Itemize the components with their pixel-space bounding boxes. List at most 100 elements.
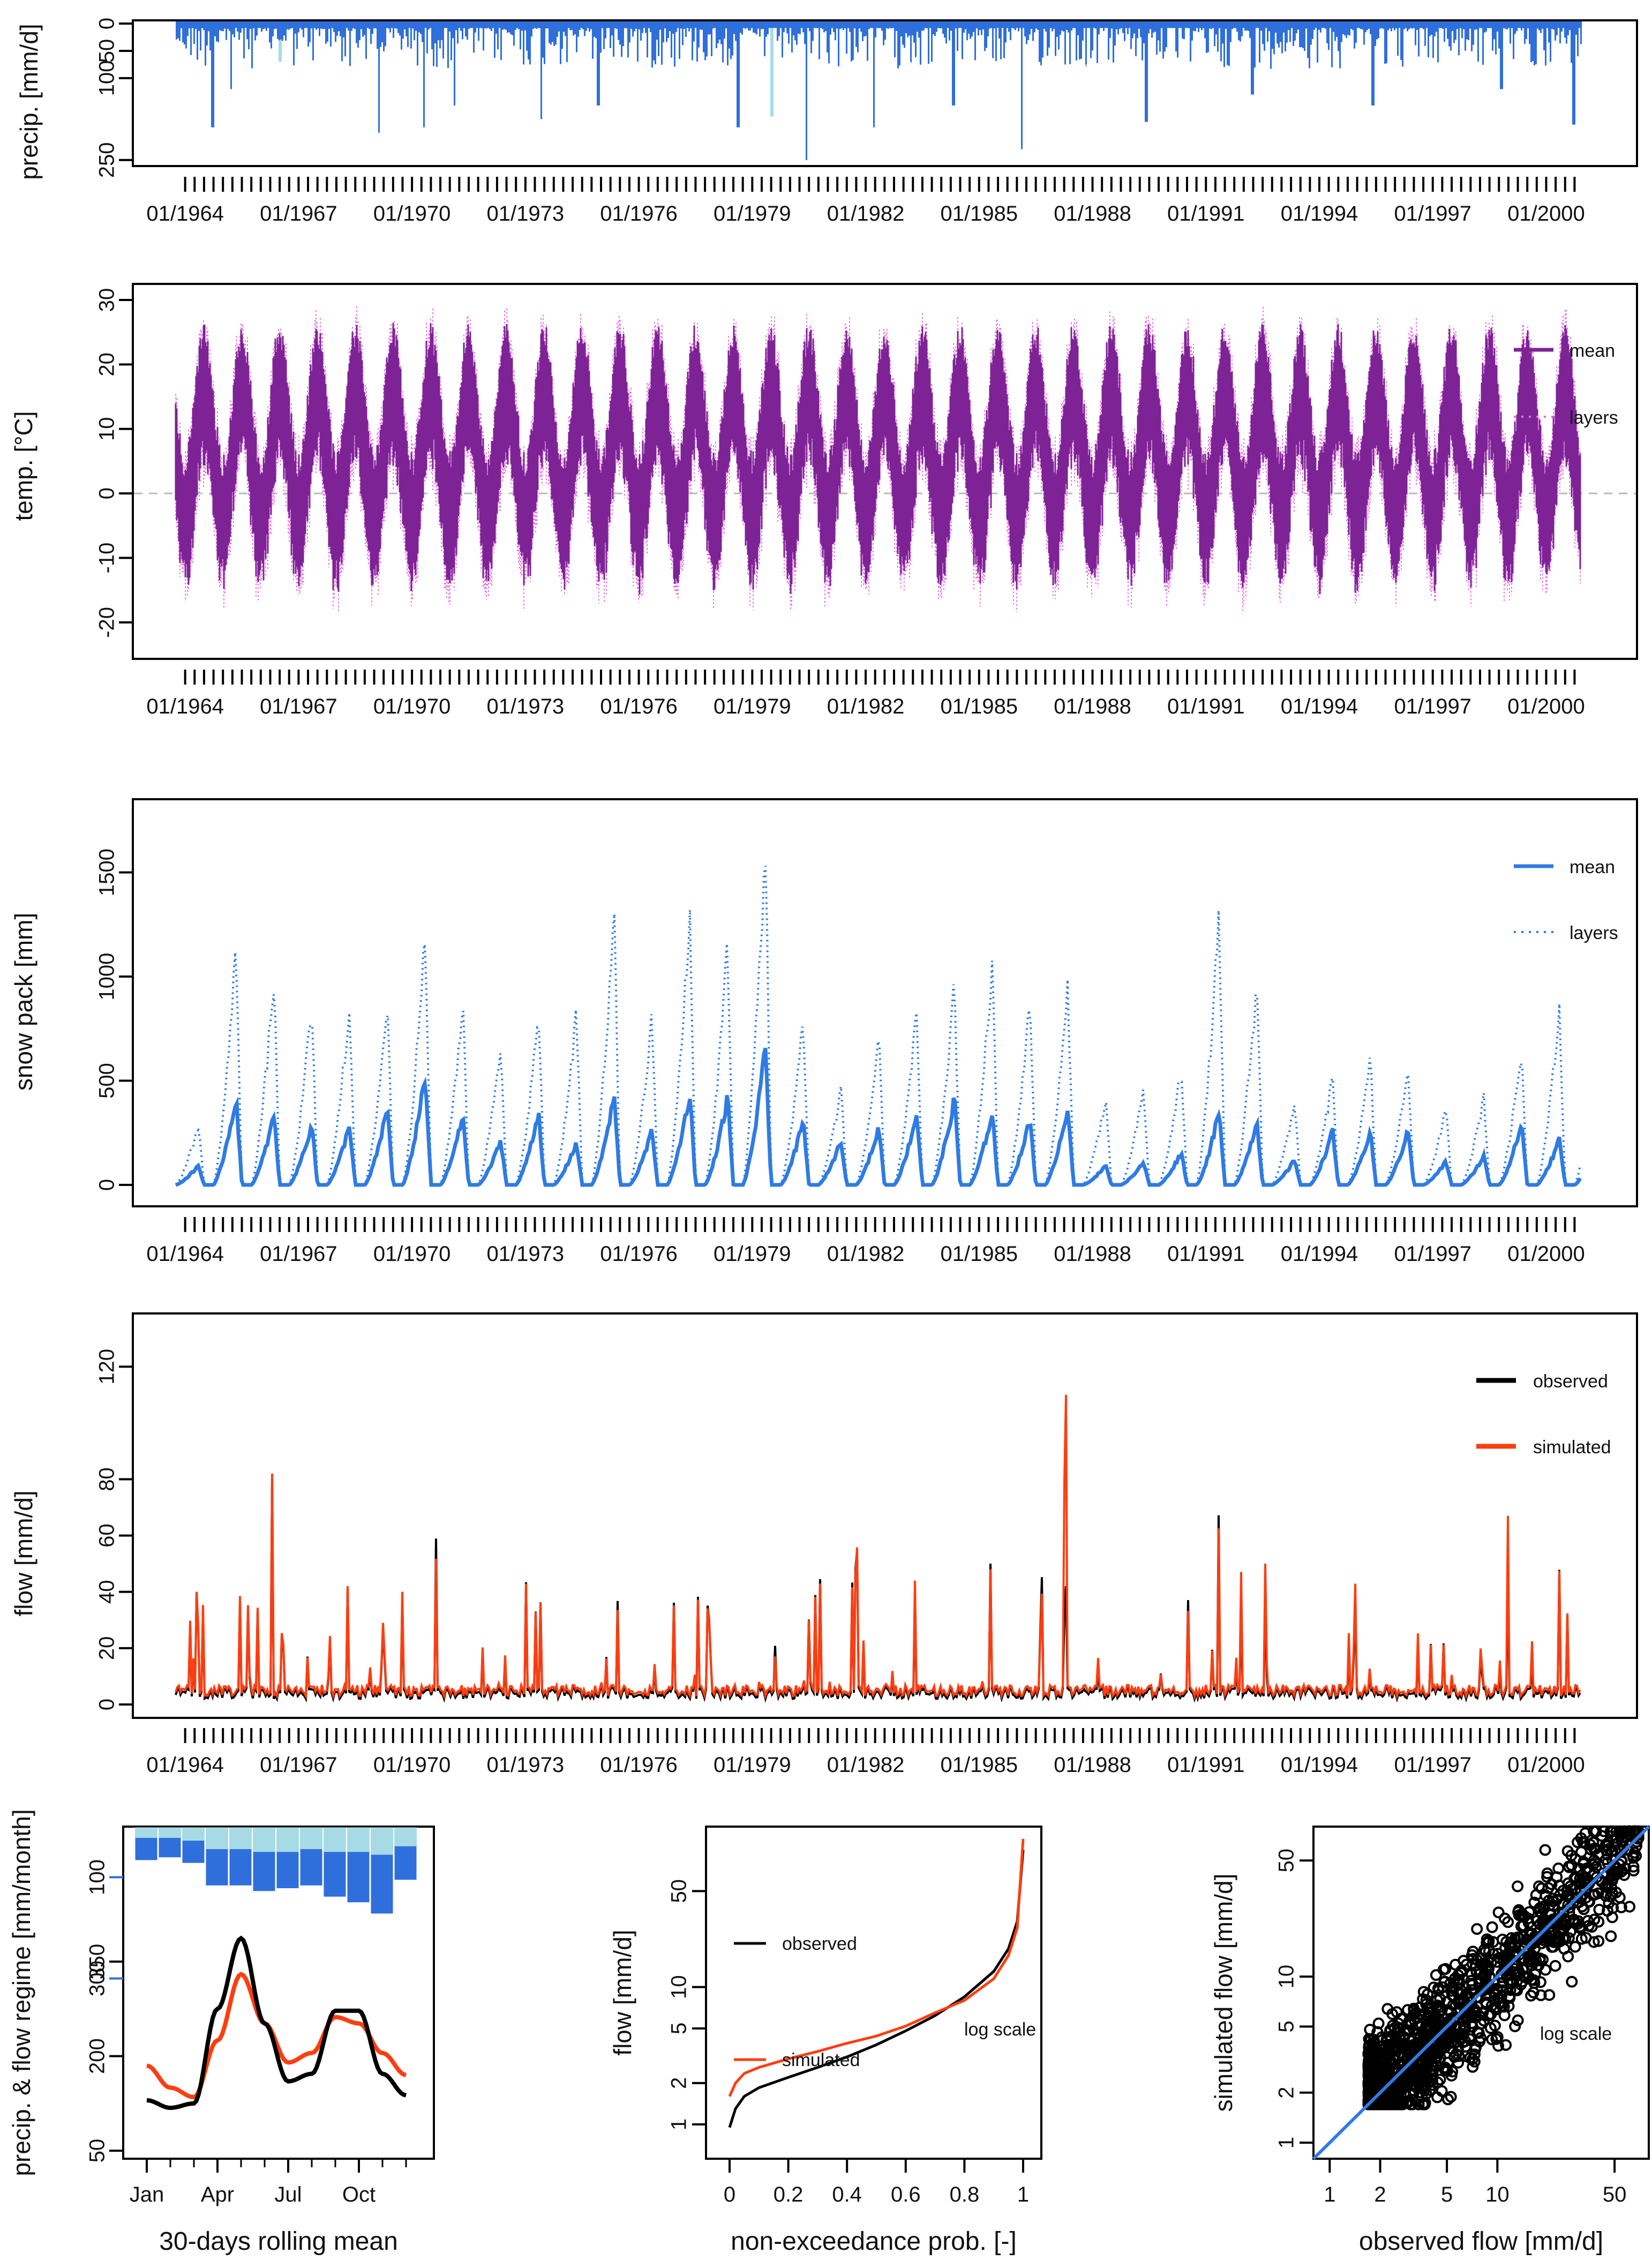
- precip-bar-rain: [489, 21, 491, 29]
- precip-bar-rain: [1330, 21, 1331, 28]
- precip-bar-rain: [340, 21, 341, 36]
- precip-bar-rain: [181, 21, 182, 28]
- precip-bar-rain: [1188, 21, 1190, 28]
- precip-bar-rain: [1021, 21, 1023, 149]
- precip-bar-rain: [262, 21, 264, 29]
- precip-bar-rain: [1484, 21, 1485, 33]
- precip-bar-rain: [484, 21, 486, 28]
- precip-bar-rain: [434, 21, 436, 43]
- precip-bar-rain: [605, 21, 606, 39]
- precip-bar-rain: [1133, 21, 1135, 34]
- precip-bar-rain: [749, 21, 751, 31]
- precip-bar-rain: [1436, 21, 1437, 32]
- precip-bar-rain: [354, 21, 356, 29]
- precip-bar-rain: [712, 21, 714, 29]
- precip-bar-rain: [786, 21, 788, 34]
- precip-bar-rain: [213, 21, 214, 127]
- y-tick-label: 250: [95, 142, 119, 178]
- precip-bar-rain: [727, 21, 729, 65]
- precip-bar-rain: [359, 21, 361, 41]
- precip-bar-rain: [1323, 21, 1325, 28]
- precip-bar-rain: [613, 21, 614, 57]
- precip-bar-rain: [777, 21, 778, 41]
- precip-bar-rain: [827, 21, 828, 53]
- precip-bar-rain: [843, 21, 844, 31]
- precip-bar-rain: [226, 21, 227, 40]
- x-tick-label: 01/1997: [1394, 202, 1471, 226]
- precip-bar-rain: [1485, 21, 1487, 32]
- precip-bar-rain: [1196, 21, 1198, 28]
- precip-bar-rain: [510, 21, 512, 34]
- precip-bar-rain: [1092, 21, 1093, 51]
- x-tick-label: 01/1979: [714, 1242, 791, 1266]
- precip-bar-rain: [1199, 21, 1201, 28]
- precip-bar-rain: [177, 21, 179, 39]
- precip-bar-rain: [1370, 21, 1371, 34]
- precip-bar-rain: [333, 21, 335, 32]
- x-tick-label: 01/1994: [1281, 1242, 1358, 1266]
- precip-bar-rain: [404, 21, 406, 29]
- precip-bar-rain: [1555, 21, 1556, 41]
- precip-bars: [176, 21, 1582, 160]
- y-tick-label: 0: [95, 487, 119, 499]
- precip-bar-rain: [1011, 21, 1013, 28]
- temp-ylabel: temp. [°C]: [10, 411, 37, 521]
- precip-bar-rain: [982, 21, 984, 29]
- precip-bar-rain: [1291, 21, 1293, 28]
- x-tick-label: 01/1988: [1054, 1242, 1131, 1266]
- precip-bar-rain: [579, 21, 581, 30]
- precip-bar-rain: [1458, 21, 1460, 56]
- precip-bar-rain: [327, 21, 328, 42]
- legend-mean-label: mean: [1570, 857, 1615, 877]
- precip-bar-rain: [931, 21, 933, 62]
- precip-bar-rain: [1142, 21, 1143, 61]
- precip-bar-rain: [369, 21, 370, 29]
- precip-bar-rain: [1289, 21, 1291, 42]
- precip-bar-rain: [1023, 21, 1024, 28]
- x-tick-label: 01/1973: [487, 1242, 565, 1266]
- precip-bar-rain: [1410, 21, 1411, 28]
- precip-bar-rain: [285, 21, 287, 41]
- precip-bar-rain: [1498, 21, 1500, 49]
- precip-bar-rain: [1240, 21, 1241, 42]
- precip-bar-rain: [1166, 21, 1167, 48]
- precip-bar-rain: [402, 21, 404, 39]
- precip-bar-rain: [486, 21, 487, 29]
- precip-bar-rain: [274, 21, 275, 29]
- precip-bar-rain: [1357, 21, 1358, 28]
- precip-bar-rain: [1095, 21, 1097, 29]
- precip-bar-rain: [799, 21, 801, 34]
- precip-bar-rain: [1042, 21, 1043, 58]
- precip-bar-rain: [965, 21, 966, 29]
- y-tick-label: 50: [95, 39, 119, 63]
- x-tick-label: 01/1976: [600, 1242, 678, 1266]
- precip-bar-rain: [1416, 21, 1418, 30]
- precip-bar-rain: [1090, 21, 1092, 58]
- precip-bar-rain: [372, 21, 373, 34]
- precip-bar-rain: [1542, 21, 1543, 29]
- precip-bar-rain: [1465, 21, 1466, 51]
- precip-bar-rain: [1566, 21, 1567, 44]
- precip-bar-rain: [1325, 21, 1326, 29]
- precip-bar-rain: [1297, 21, 1299, 30]
- precip-bar-rain: [1411, 21, 1413, 29]
- precip-bar-rain: [1363, 21, 1365, 45]
- precip-bar-rain: [1469, 21, 1471, 29]
- precip-bar-rain: [659, 21, 661, 30]
- precip-bar-rain: [738, 21, 740, 127]
- precip-bar-rain: [1121, 21, 1122, 28]
- precip-bar-rain: [1455, 21, 1456, 40]
- precip-bar-rain: [1452, 21, 1453, 31]
- precip-bar-rain: [304, 21, 306, 28]
- x-tick-label: 01/1982: [827, 202, 905, 226]
- precip-bar-rain: [512, 21, 513, 35]
- precip-bar-rain: [261, 21, 262, 32]
- precip-bar-rain: [1007, 21, 1008, 28]
- precip-bar-rain: [1510, 21, 1511, 44]
- precip-bar-rain: [1302, 21, 1304, 48]
- precip-bar-rain: [1456, 21, 1458, 29]
- precip-bar-rain: [1550, 21, 1551, 62]
- precip-bar-rain: [1016, 21, 1018, 28]
- precip-bar-rain: [336, 21, 338, 36]
- precip-bar-rain: [757, 21, 759, 29]
